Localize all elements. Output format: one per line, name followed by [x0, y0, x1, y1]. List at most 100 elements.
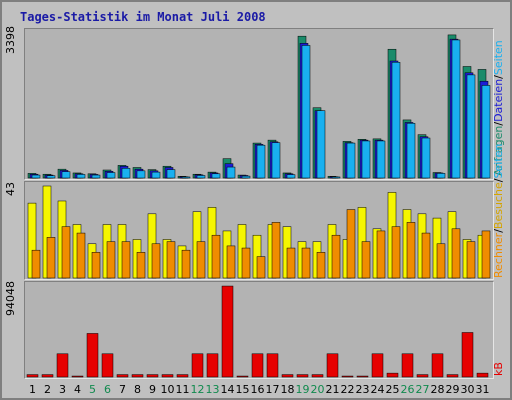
bar-seiten-20 [316, 110, 326, 179]
bar-kb-4 [71, 375, 84, 378]
bar-rechner-29 [451, 228, 461, 279]
bar-seiten-1 [31, 174, 41, 179]
bar-seiten-4 [76, 174, 86, 179]
bar-seiten-28 [436, 173, 446, 179]
bar-kb-21 [326, 353, 339, 378]
x-tick-label: 2 [44, 383, 51, 396]
bar-seiten-17 [271, 142, 281, 179]
bar-rechner-2 [46, 237, 56, 279]
bar-kb-10 [161, 374, 174, 378]
bar-rechner-20 [316, 252, 326, 279]
bar-kb-3 [56, 353, 69, 378]
bar-kb-2 [41, 374, 54, 378]
bar-rechner-21 [331, 234, 341, 279]
bar-rechner-11 [181, 249, 191, 279]
x-tick-label: 9 [149, 383, 156, 396]
bar-kb-7 [116, 374, 129, 378]
bar-seiten-23 [361, 140, 371, 179]
x-tick-label: 30 [461, 383, 475, 396]
bar-seiten-11 [181, 176, 191, 179]
bar-rechner-6 [106, 241, 116, 279]
bar-seiten-10 [166, 169, 176, 179]
bar-kb-18 [281, 374, 294, 378]
bar-rechner-15 [241, 247, 251, 279]
bar-rechner-30 [466, 241, 476, 279]
bar-kb-19 [296, 374, 309, 378]
x-tick-label: 10 [161, 383, 175, 396]
bar-seiten-25 [391, 62, 401, 179]
bar-seiten-2 [46, 175, 56, 179]
bar-kb-16 [251, 353, 264, 378]
bar-seiten-16 [256, 144, 266, 179]
bar-seiten-13 [211, 173, 221, 179]
bar-rechner-12 [196, 241, 206, 279]
bar-rechner-10 [166, 241, 176, 279]
x-tick-label: 18 [281, 383, 295, 396]
x-tick-label: 7 [119, 383, 126, 396]
bar-seiten-18 [286, 174, 296, 179]
bar-rechner-31 [481, 230, 491, 279]
bar-seiten-31 [481, 85, 491, 179]
x-tick-label: 23 [356, 383, 370, 396]
bar-rechner-3 [61, 226, 71, 279]
bar-seiten-29 [451, 39, 461, 179]
bar-rechner-7 [121, 241, 131, 279]
bar-seiten-30 [466, 74, 476, 179]
legend-label-panel-1: Rechner/Besuche/Seiten [492, 144, 505, 278]
bar-rechner-4 [76, 232, 86, 279]
bar-rechner-1 [31, 249, 41, 279]
bar-kb-24 [371, 353, 384, 378]
bar-kb-5 [86, 333, 99, 378]
bar-rechner-27 [421, 232, 431, 279]
x-tick-label: 11 [176, 383, 190, 396]
chart-title: Tages-Statistik im Monat Juli 2008 [20, 10, 266, 24]
bar-seiten-27 [421, 137, 431, 179]
bar-rechner-22 [346, 209, 356, 279]
bar-kb-29 [446, 374, 459, 378]
bar-rechner-14 [226, 245, 236, 279]
x-tick-label: 16 [251, 383, 265, 396]
bar-seiten-7 [121, 168, 131, 179]
x-tick-label: 24 [371, 383, 385, 396]
bar-kb-14 [221, 285, 234, 378]
bar-rechner-9 [151, 243, 161, 279]
bar-seiten-5 [91, 174, 101, 179]
bar-seiten-9 [151, 171, 161, 179]
bar-rechner-24 [376, 230, 386, 279]
bar-kb-31 [476, 372, 489, 378]
bar-rechner-26 [406, 222, 416, 279]
bar-rechner-5 [91, 252, 101, 279]
bar-seiten-3 [61, 171, 71, 179]
bar-rechner-28 [436, 243, 446, 279]
bar-rechner-19 [301, 247, 311, 279]
bar-seiten-15 [241, 175, 251, 179]
bar-seiten-8 [136, 170, 146, 179]
bar-kb-11 [176, 374, 189, 378]
bar-seiten-24 [376, 140, 386, 179]
x-tick-label: 4 [74, 383, 81, 396]
bar-kb-6 [101, 353, 114, 378]
bar-kb-17 [266, 353, 279, 378]
x-tick-label: 28 [431, 383, 445, 396]
bar-seiten-12 [196, 175, 206, 179]
x-tick-label: 3 [59, 383, 66, 396]
x-tick-label: 22 [341, 383, 355, 396]
bar-rechner-17 [271, 222, 281, 279]
bar-seiten-21 [331, 176, 341, 179]
x-tick-label: 8 [134, 383, 141, 396]
x-tick-label: 12 [191, 383, 205, 396]
bar-rechner-13 [211, 234, 221, 279]
legend-label-panel-0: Anfragen/Dateien/Seiten [492, 40, 505, 176]
x-tick-label: 5 [89, 383, 96, 396]
bar-kb-15 [236, 375, 249, 378]
x-tick-label: 27 [416, 383, 430, 396]
x-tick-label: 19 [296, 383, 310, 396]
x-tick-label: 17 [266, 383, 280, 396]
bar-kb-1 [26, 374, 39, 378]
bar-kb-26 [401, 353, 414, 378]
bar-kb-8 [131, 374, 144, 378]
bar-kb-23 [356, 375, 369, 378]
bar-rechner-25 [391, 226, 401, 279]
bar-rechner-23 [361, 241, 371, 279]
